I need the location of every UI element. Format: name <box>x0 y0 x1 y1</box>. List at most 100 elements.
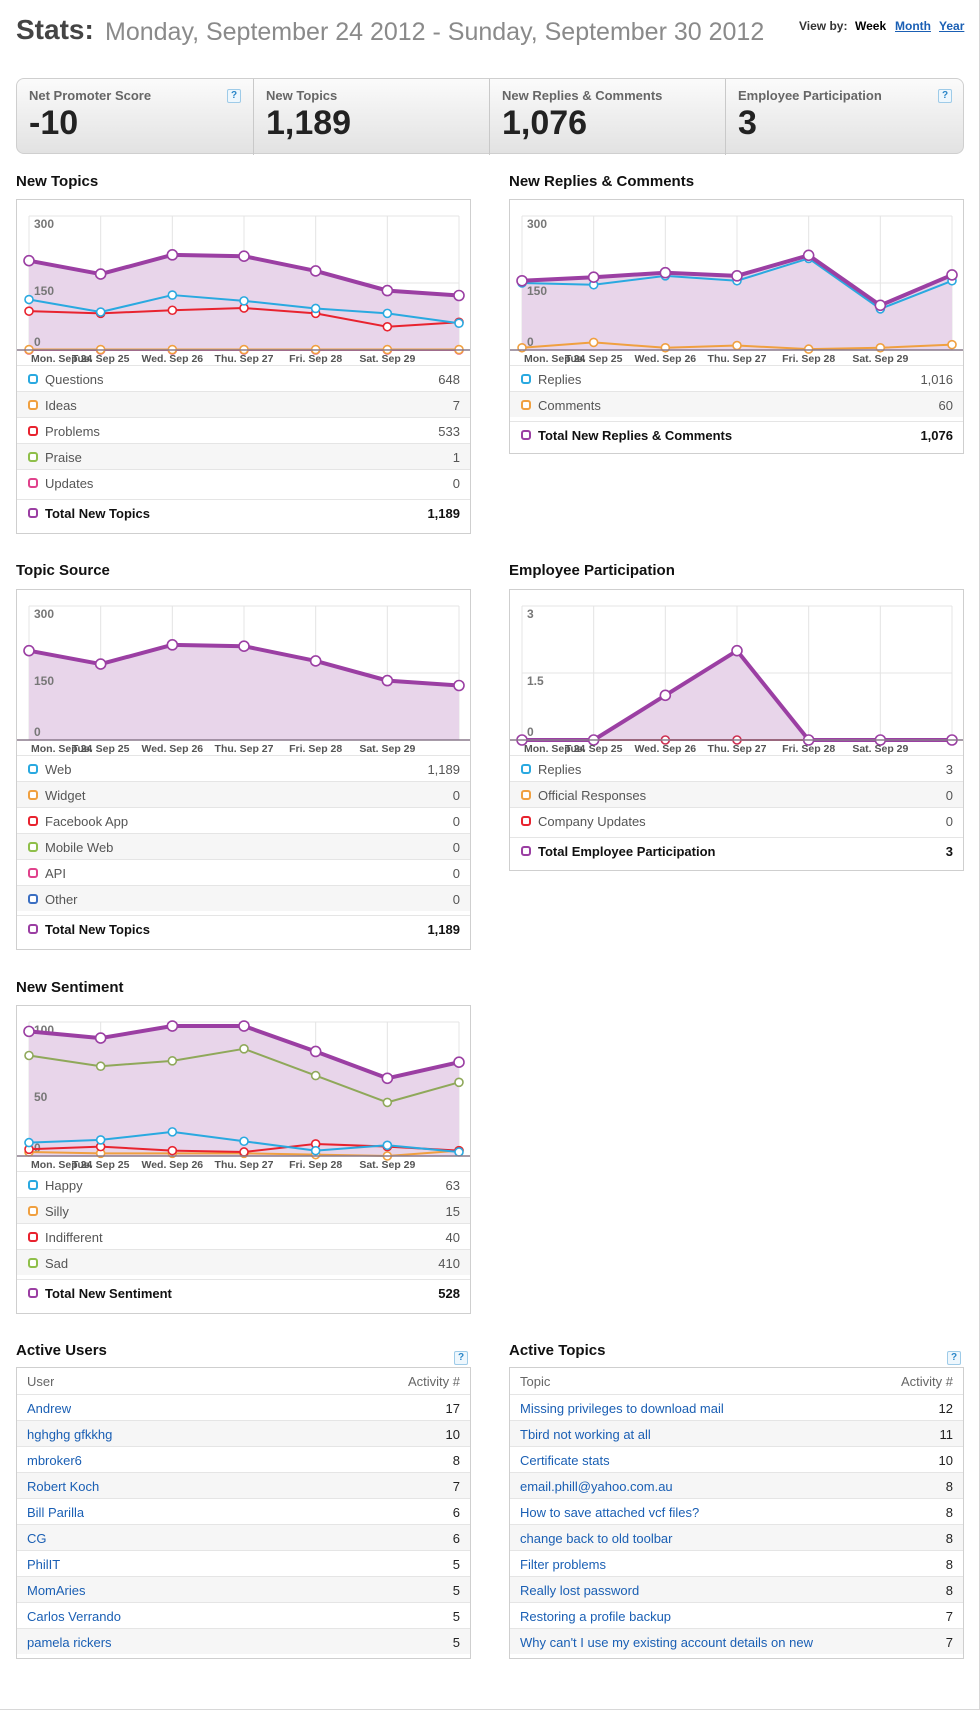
user-link[interactable]: hghghg gfkkhg <box>27 1427 113 1442</box>
data-point <box>454 1147 464 1157</box>
legend-swatch-icon[interactable] <box>521 816 531 826</box>
data-point <box>732 340 742 351</box>
help-icon[interactable]: ? <box>947 1351 961 1365</box>
legend-swatch-icon[interactable] <box>28 842 38 852</box>
y-tick-label: 300 <box>527 217 547 231</box>
topic-link[interactable]: Missing privileges to download mail <box>520 1401 724 1416</box>
legend-swatch-icon[interactable] <box>28 764 38 774</box>
topic-link[interactable]: Restoring a profile backup <box>520 1609 672 1624</box>
legend-swatch-icon[interactable] <box>521 846 531 856</box>
legend-swatch-icon[interactable] <box>28 478 38 488</box>
user-link[interactable]: PhilIT <box>27 1557 61 1572</box>
section-title-new-replies: New Replies & Comments <box>509 173 695 190</box>
kpi-net-promoter-score: Net Promoter Score -10 ? <box>17 79 253 155</box>
legend-row: Official Responses 0 <box>510 781 963 807</box>
legend-swatch-icon[interactable] <box>28 1258 38 1268</box>
activity-count: 8 <box>945 1479 953 1494</box>
legend-swatch-icon[interactable] <box>28 790 38 800</box>
view-week-option[interactable]: Week <box>855 19 887 33</box>
legend-label: Problems <box>45 424 100 439</box>
legend-value: 410 <box>438 1256 460 1271</box>
legend-swatch-icon[interactable] <box>28 924 38 934</box>
legend-swatch-icon[interactable] <box>521 374 531 384</box>
y-tick-label: 0 <box>527 335 534 349</box>
table-header: Topic Activity # <box>510 1368 963 1394</box>
view-month-link[interactable]: Month <box>895 19 931 33</box>
data-point <box>454 1077 464 1088</box>
user-link[interactable]: Bill Parilla <box>27 1505 85 1520</box>
user-link[interactable]: Robert Koch <box>27 1479 100 1494</box>
topic-link[interactable]: Tbird not working at all <box>520 1427 651 1442</box>
new-topics-panel: 300 150 0 Mon. Sep 24 Tue. Sep 25 Wed. Sep 26… <box>16 199 471 534</box>
data-point <box>454 318 464 328</box>
user-link[interactable]: Andrew <box>27 1401 72 1416</box>
legend-row: Replies 3 <box>510 755 963 781</box>
section-title-active-topics: Active Topics <box>509 1342 606 1359</box>
employee-participation-panel: 3 1.5 0 Mon. Sep 24 Tue. Sep 25 Wed. Sep 26 Th… <box>509 589 964 871</box>
topic-link[interactable]: Really lost password <box>520 1583 640 1598</box>
legend-swatch-icon[interactable] <box>28 1288 38 1298</box>
data-point <box>803 344 814 354</box>
x-tick-label: Fri. Sep 28 <box>289 353 342 365</box>
legend-swatch-icon[interactable] <box>28 374 38 384</box>
help-icon[interactable]: ? <box>227 89 241 103</box>
topic-link[interactable]: How to save attached vcf files? <box>520 1505 700 1520</box>
legend-value: 1,016 <box>920 372 953 387</box>
x-tick-label: Fri. Sep 28 <box>782 353 835 365</box>
topic-link[interactable]: change back to old toolbar <box>520 1531 673 1546</box>
data-point <box>94 658 107 670</box>
kpi-value: 1,076 <box>502 104 588 142</box>
user-link[interactable]: MomAries <box>27 1583 86 1598</box>
user-link[interactable]: mbroker6 <box>27 1453 82 1468</box>
legend-total-value: 528 <box>438 1286 460 1301</box>
topic-link[interactable]: email.phill@yahoo.com.au <box>520 1479 673 1494</box>
legend-row: Indifferent 40 <box>17 1223 470 1249</box>
help-icon[interactable]: ? <box>454 1351 468 1365</box>
data-point <box>309 265 322 277</box>
table-row: change back to old toolbar 8 <box>510 1524 963 1550</box>
data-point <box>310 303 321 314</box>
view-year-link[interactable]: Year <box>939 19 965 33</box>
legend-swatch-icon[interactable] <box>28 1206 38 1216</box>
activity-count: 6 <box>452 1531 460 1546</box>
legend-swatch-icon[interactable] <box>28 426 38 436</box>
legend-total-label: Total New Sentiment <box>45 1286 172 1301</box>
user-link[interactable]: pamela rickers <box>27 1635 112 1650</box>
kpi-value: -10 <box>29 104 79 142</box>
legend-row: Company Updates 0 <box>510 807 963 833</box>
legend-swatch-icon[interactable] <box>28 1232 38 1242</box>
legend-swatch-icon[interactable] <box>521 790 531 800</box>
legend-swatch-icon[interactable] <box>28 868 38 878</box>
legend-label: Widget <box>45 788 86 803</box>
x-tick-label: Thu. Sep 27 <box>215 353 274 365</box>
user-link[interactable]: CG <box>27 1531 47 1546</box>
legend-swatch-icon[interactable] <box>28 894 38 904</box>
help-icon[interactable]: ? <box>938 89 952 103</box>
topic-link[interactable]: Certificate stats <box>520 1453 610 1468</box>
legend-swatch-icon[interactable] <box>28 508 38 518</box>
legend-value: 1 <box>452 450 460 465</box>
legend-swatch-icon[interactable] <box>28 1180 38 1190</box>
legend-row: Web 1,189 <box>17 755 470 781</box>
legend-swatch-icon[interactable] <box>28 400 38 410</box>
legend-swatch-icon[interactable] <box>521 400 531 410</box>
legend-row: Sad 410 <box>17 1249 470 1275</box>
legend-swatch-icon[interactable] <box>28 816 38 826</box>
topic-link[interactable]: Filter problems <box>520 1557 606 1572</box>
legend-swatch-icon[interactable] <box>28 452 38 462</box>
legend-swatch-icon[interactable] <box>521 430 531 440</box>
series-area <box>29 1026 459 1156</box>
legend-swatch-icon[interactable] <box>521 764 531 774</box>
legend-value: 15 <box>445 1204 460 1219</box>
data-point <box>659 266 672 279</box>
table-row: PhilIT 5 <box>17 1550 470 1576</box>
legend-value: 533 <box>438 424 460 439</box>
data-point <box>167 1127 178 1137</box>
legend-row: Problems 533 <box>17 417 470 443</box>
user-link[interactable]: Carlos Verrando <box>27 1609 121 1624</box>
legend-total-label: Total New Replies & Comments <box>538 428 733 443</box>
legend-row: Facebook App 0 <box>17 807 470 833</box>
data-point <box>309 655 322 667</box>
topic-link[interactable]: Why can't I use my existing account deta… <box>520 1635 813 1650</box>
